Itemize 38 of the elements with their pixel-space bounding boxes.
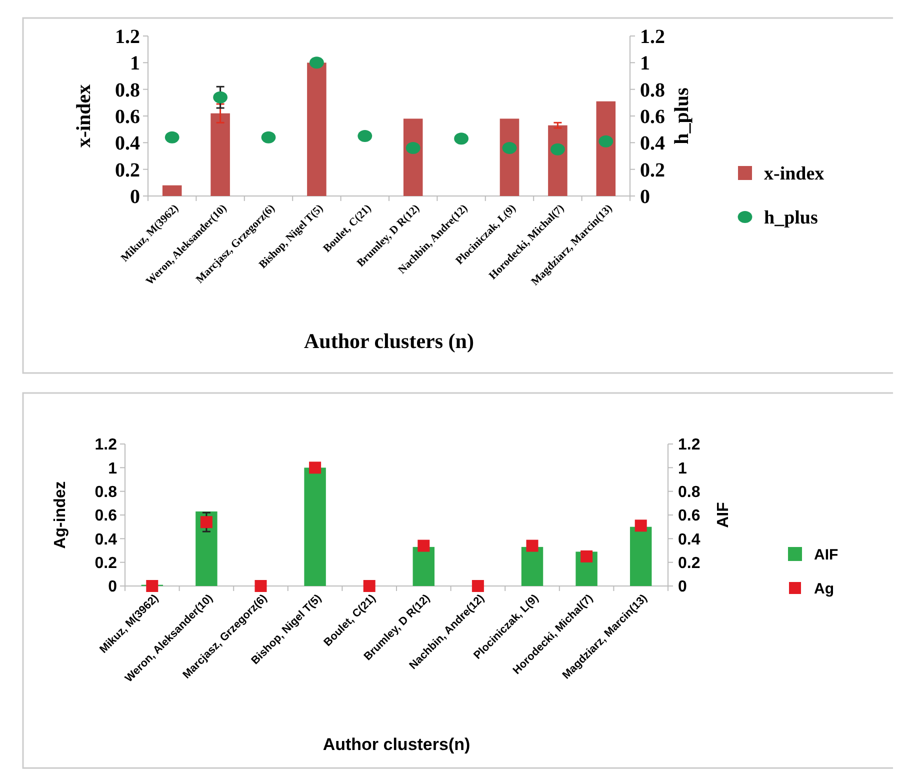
y-tick-label: 0.4 xyxy=(115,132,140,155)
legend-label: AIF xyxy=(814,546,838,564)
y-tick-label: 0.8 xyxy=(94,484,118,501)
y-tick-label: 0 xyxy=(108,578,118,596)
y2-tick-label: 0.2 xyxy=(640,159,665,182)
y-tick-label: 1 xyxy=(108,460,118,478)
y2-tick-label: 1 xyxy=(678,460,687,478)
y-tick-label: 0.6 xyxy=(94,508,118,525)
y-axis-title: x-index xyxy=(73,84,95,148)
y-tick-label: 1 xyxy=(130,52,140,75)
y2-tick-label: 0 xyxy=(678,578,687,596)
legend-label: h_plus xyxy=(764,208,818,229)
y2-axis-title: AIF xyxy=(715,502,732,528)
y-axis-title: Ag-indez xyxy=(52,481,69,549)
y2-tick-label: 0.4 xyxy=(640,132,665,155)
y-tick-label: 0.2 xyxy=(115,159,140,182)
y2-tick-label: 1.2 xyxy=(640,26,665,48)
y-tick-label: 0.8 xyxy=(115,79,140,102)
y-tick-label: 0.4 xyxy=(94,531,118,548)
y2-tick-label: 1 xyxy=(640,52,650,75)
y2-tick-label: 0.4 xyxy=(678,531,700,548)
x-axis-title: Author clusters(n) xyxy=(322,735,470,754)
legend-label: Ag xyxy=(814,580,834,598)
x-axis-title: Author clusters (n) xyxy=(304,329,474,353)
y-tick-label: 0 xyxy=(130,186,140,208)
y-tick-label: 0.2 xyxy=(94,554,118,572)
y-tick-label: 0.6 xyxy=(115,106,140,128)
legend-label: x-index xyxy=(764,164,825,185)
y2-tick-label: 0.6 xyxy=(640,106,665,128)
y2-tick-label: 0.6 xyxy=(678,508,700,525)
y2-tick-label: 0 xyxy=(640,186,650,208)
y-tick-label: 1.2 xyxy=(115,26,140,48)
y-tick-label: 1.2 xyxy=(94,436,118,454)
y2-axis-title: h_plus xyxy=(671,87,693,144)
y2-tick-label: 0.2 xyxy=(678,554,700,572)
y2-tick-label: 0.8 xyxy=(678,484,700,501)
y2-tick-label: 0.8 xyxy=(640,79,665,102)
y2-tick-label: 1.2 xyxy=(678,436,700,454)
